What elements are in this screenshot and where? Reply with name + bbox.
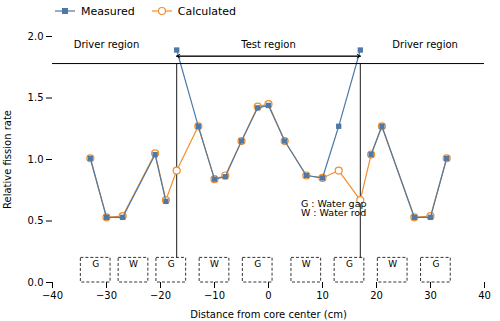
svg-text:1.0: 1.0 (28, 154, 44, 165)
svg-text:1.5: 1.5 (28, 92, 44, 103)
svg-text:10: 10 (316, 290, 329, 301)
svg-text:W: W (210, 259, 219, 269)
svg-text:−10: −10 (204, 290, 225, 301)
svg-text:Driver region: Driver region (74, 39, 140, 50)
svg-text:G: G (254, 259, 261, 269)
svg-text:Relative fission rate: Relative fission rate (2, 110, 13, 209)
html-text:Calculated: Calculated (177, 4, 237, 18)
svg-text:0: 0 (265, 290, 271, 301)
svg-text:G: G (346, 259, 353, 269)
svg-text:G: G (168, 259, 175, 269)
svg-text:−40: −40 (42, 290, 63, 301)
svg-text:G: G (92, 259, 99, 269)
svg-text:Test region: Test region (240, 39, 296, 50)
svg-text:G: G (432, 259, 439, 269)
html-text:Measured: Measured (81, 4, 135, 18)
svg-text:Distance from core center (cm): Distance from core center (cm) (190, 309, 347, 320)
svg-text:0.0: 0.0 (28, 277, 44, 288)
svg-text:G : Water gapW : Water rod: G : Water gapW : Water rod (301, 198, 367, 219)
svg-text:2.0: 2.0 (28, 31, 44, 42)
svg-text:30: 30 (424, 290, 437, 301)
svg-text:−20: −20 (150, 290, 171, 301)
svg-text:W: W (302, 259, 311, 269)
svg-text:40: 40 (478, 290, 491, 301)
svg-text:W: W (129, 259, 138, 269)
svg-text:0.5: 0.5 (28, 215, 44, 226)
svg-text:−30: −30 (96, 290, 117, 301)
svg-text:Driver region: Driver region (392, 39, 458, 50)
svg-text:20: 20 (370, 290, 383, 301)
svg-text:W: W (388, 259, 397, 269)
